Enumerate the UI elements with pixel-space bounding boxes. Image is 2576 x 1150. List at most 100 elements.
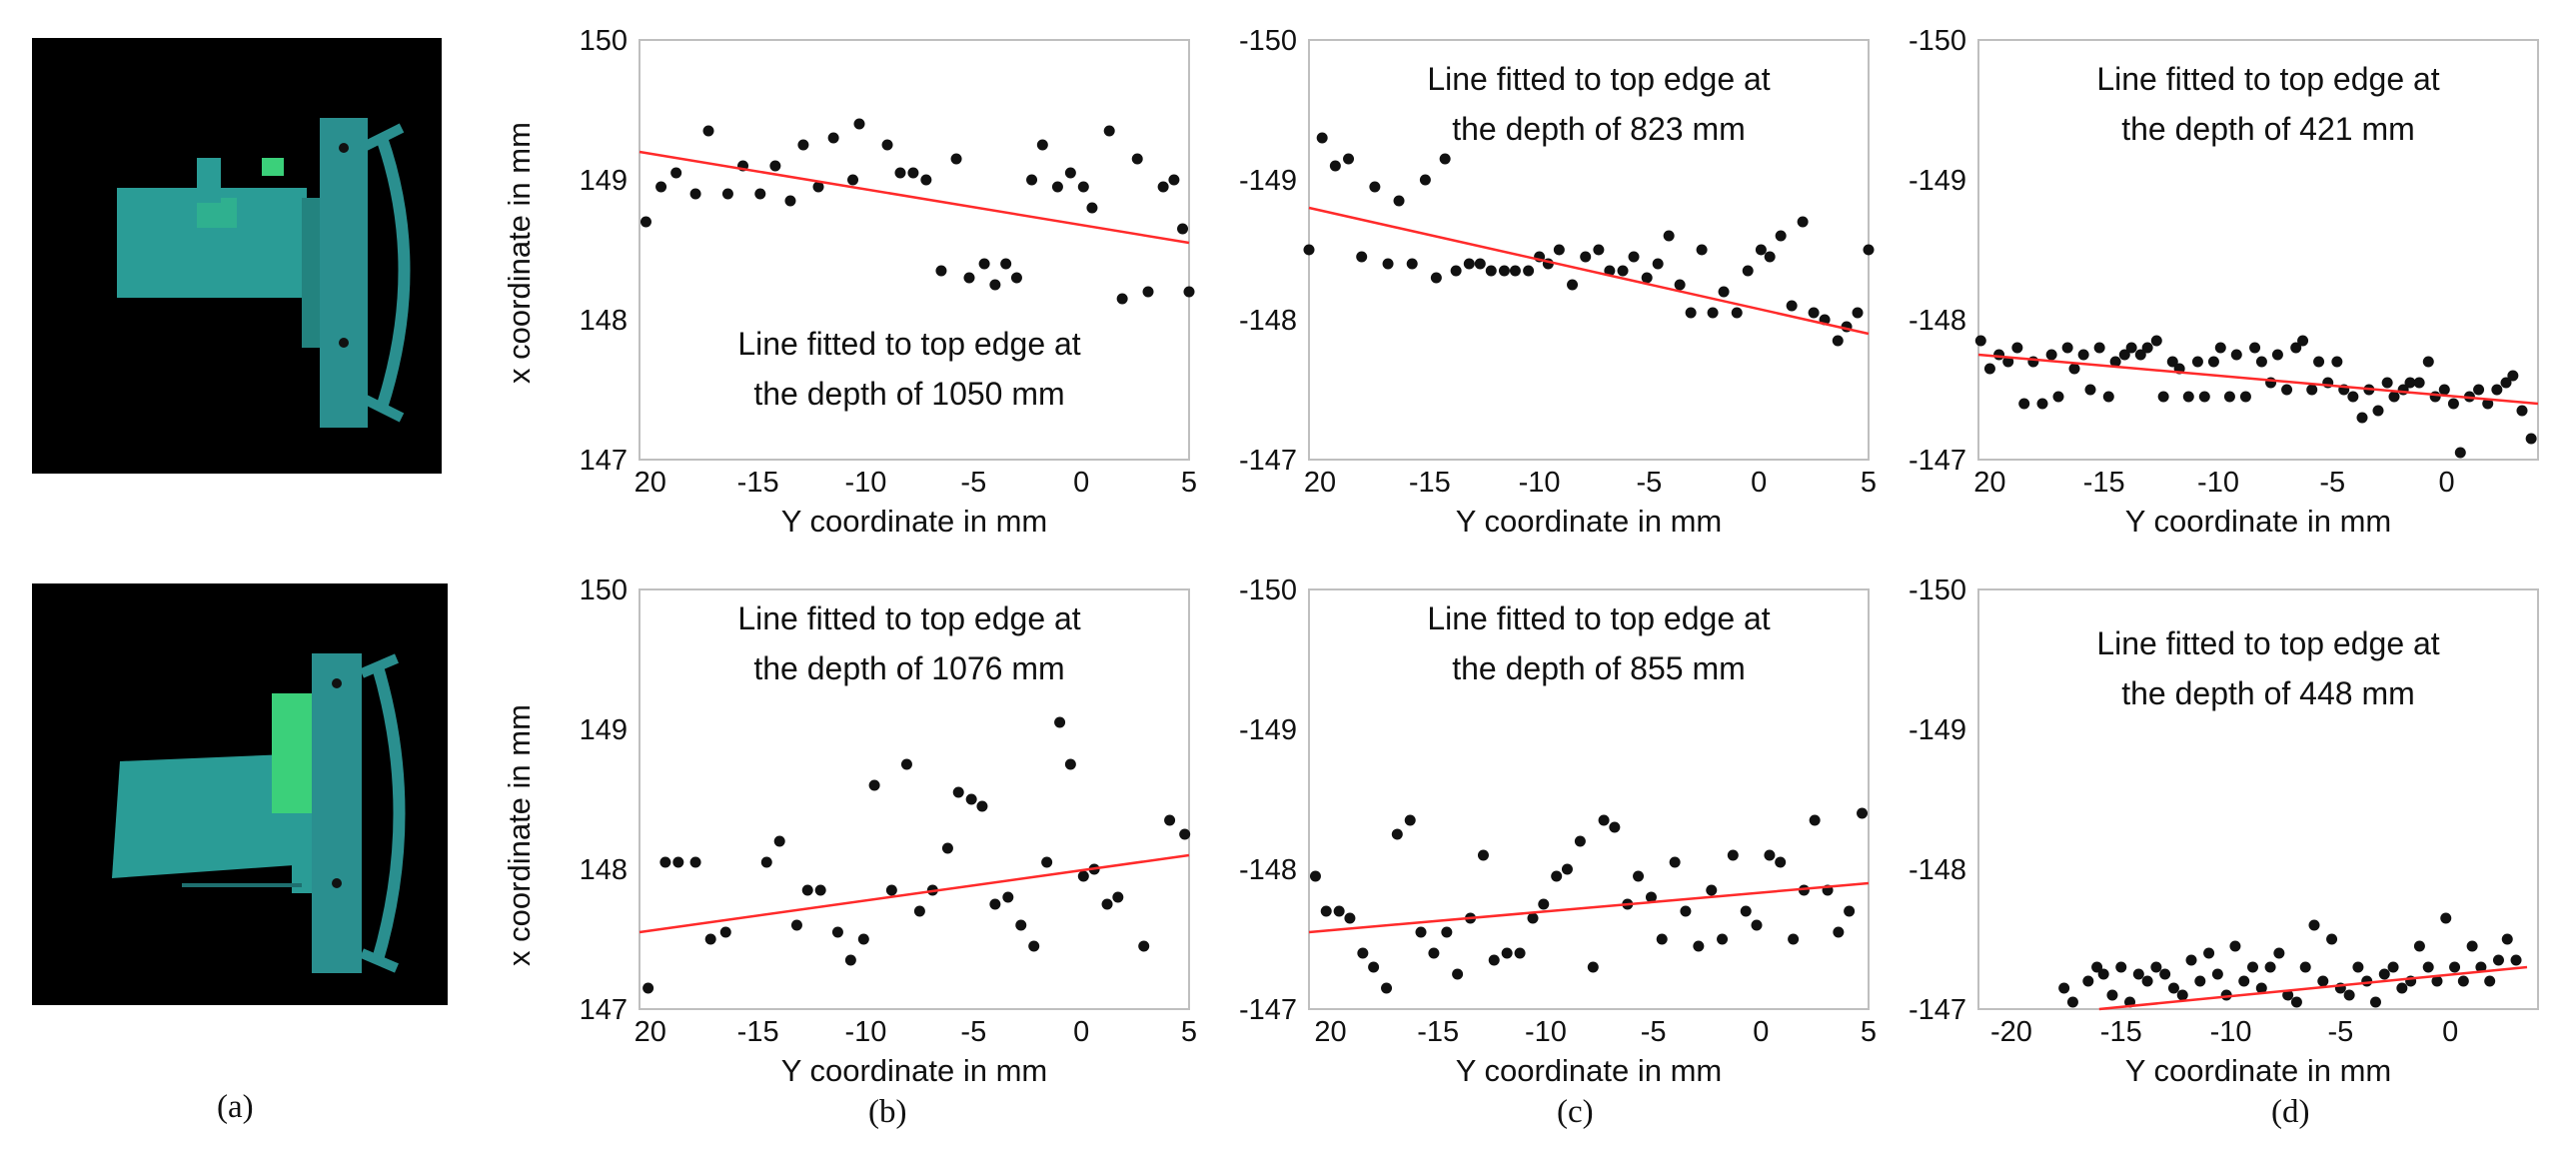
data-point — [2388, 391, 2400, 403]
data-point — [2475, 961, 2487, 973]
x-tick-label: 20 — [635, 1016, 666, 1048]
data-point — [2466, 940, 2478, 952]
data-point — [1441, 926, 1453, 938]
y-axis-label-row1: x coordinate in mm — [502, 122, 537, 384]
y-tick-label: -147 — [580, 994, 628, 1026]
data-point — [2381, 377, 2393, 389]
data-point — [952, 786, 964, 798]
data-point — [1751, 919, 1763, 931]
y-tick-label: -150 — [580, 25, 628, 57]
data-point — [1628, 251, 1640, 263]
data-point — [1086, 202, 1098, 214]
data-point — [1669, 856, 1681, 868]
y-tick-label: -148 — [1909, 854, 1966, 886]
data-point — [2157, 391, 2169, 403]
y-axis-label-row2: x coordinate in mm — [502, 704, 537, 966]
data-point — [1368, 961, 1380, 973]
data-point — [1168, 174, 1180, 186]
data-point — [2457, 975, 2469, 987]
x-tick-label: -15 — [737, 467, 779, 499]
x-tick-label: -10 — [1519, 467, 1561, 499]
data-point — [2326, 933, 2338, 945]
data-point — [1680, 905, 1692, 917]
data-point — [847, 174, 859, 186]
data-point — [1786, 300, 1798, 312]
data-point — [670, 167, 682, 179]
data-point — [2134, 349, 2146, 361]
data-point — [1514, 947, 1526, 959]
data-point — [2052, 391, 2064, 403]
data-point — [659, 856, 671, 868]
data-point — [2198, 391, 2210, 403]
data-point — [1553, 244, 1565, 256]
data-point — [1498, 265, 1510, 277]
data-point — [2516, 405, 2528, 417]
data-point — [1101, 898, 1113, 910]
data-point — [1309, 870, 1321, 882]
data-point — [2352, 961, 2364, 973]
data-point — [1450, 265, 1462, 277]
x-tick-label: -5 — [2327, 1016, 2353, 1048]
x-tick-label: -15 — [2083, 467, 2125, 499]
data-point — [2299, 961, 2311, 973]
data-point — [2066, 996, 2078, 1008]
data-point — [2510, 954, 2522, 966]
data-point — [989, 279, 1001, 291]
y-tick-label: -149 — [580, 165, 628, 197]
x-axis-label: Y coordinate in mm — [2125, 1053, 2392, 1088]
data-point — [2387, 961, 2399, 973]
data-point — [2440, 912, 2452, 924]
data-point — [2058, 982, 2070, 994]
plot-frame — [1308, 588, 1870, 1010]
data-point — [2068, 363, 2080, 375]
data-point — [1183, 286, 1195, 298]
y-tick-label: -150 — [1239, 25, 1297, 57]
data-point — [2211, 968, 2223, 980]
data-point — [1463, 258, 1475, 270]
data-point — [1112, 891, 1124, 903]
data-point — [868, 779, 880, 791]
data-point — [2077, 349, 2089, 361]
panel-label-c: (c) — [1557, 1094, 1594, 1130]
data-point — [1788, 933, 1800, 945]
data-point — [1685, 307, 1697, 319]
data-point — [721, 188, 733, 200]
chart-depth-448: -150 -149 -148 -147 -20 -15 -10 -5 0 Y coordinate… — [1909, 575, 2539, 1088]
x-tick-label: -10 — [845, 467, 887, 499]
chart-annotation: the depth of 823 mm — [1452, 111, 1746, 147]
x-tick-label: 5 — [1181, 467, 1197, 499]
data-point — [2422, 356, 2434, 368]
data-point — [1974, 335, 1986, 347]
data-point — [831, 926, 843, 938]
y-tick-label: -149 — [1239, 165, 1297, 197]
data-point — [773, 835, 785, 847]
y-tick-label: -147 — [1909, 445, 1966, 477]
chart-annotation: the depth of 855 mm — [1452, 650, 1746, 686]
x-tick-label: -15 — [2100, 1016, 2142, 1048]
data-point — [941, 842, 953, 854]
x-tick-label: -10 — [845, 1016, 887, 1048]
data-point — [1356, 251, 1368, 263]
data-point — [1381, 982, 1393, 994]
chart-annotation: the depth of 421 mm — [2121, 111, 2415, 147]
data-point — [2207, 356, 2219, 368]
data-point — [1501, 947, 1513, 959]
x-tick-label: -5 — [2319, 467, 2345, 499]
data-point — [1474, 258, 1486, 270]
data-point — [2317, 975, 2329, 987]
data-point — [1415, 926, 1427, 938]
x-tick-label: 20 — [1314, 1016, 1346, 1048]
data-point — [1833, 926, 1845, 938]
data-point — [1844, 905, 1856, 917]
data-point — [1077, 870, 1089, 882]
data-point — [976, 800, 988, 812]
data-point — [2239, 391, 2251, 403]
plot-frame — [639, 39, 1190, 461]
y-tick-label: -148 — [1909, 305, 1966, 337]
data-point — [2247, 961, 2259, 973]
chart-annotation: Line fitted to top edge at — [2096, 61, 2439, 97]
data-point — [1538, 898, 1550, 910]
x-axis-label: Y coordinate in mm — [781, 504, 1048, 539]
